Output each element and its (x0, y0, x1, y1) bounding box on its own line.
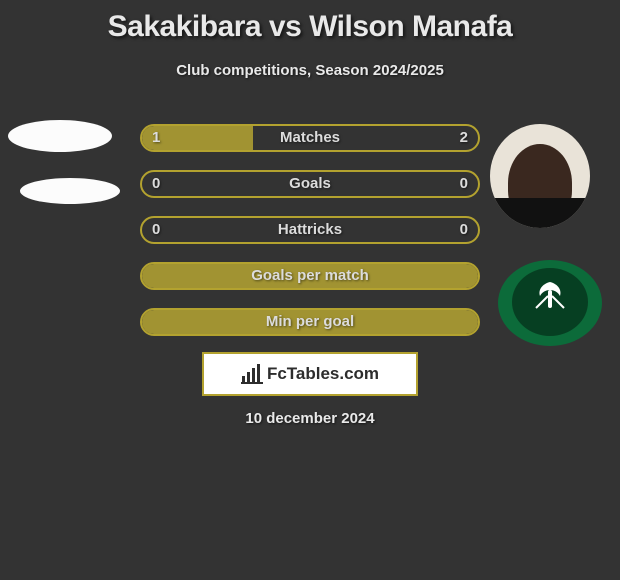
row-label: Min per goal (142, 310, 478, 334)
bar-chart-icon (241, 364, 263, 384)
player-2-club-badge (498, 260, 602, 346)
date-text: 10 december 2024 (0, 410, 620, 427)
player-2-photo (490, 124, 590, 228)
row-label: Goals per match (142, 264, 478, 288)
comparison-row: Min per goal (140, 308, 480, 336)
comparison-row: 1Matches2 (140, 124, 480, 152)
row-label: Hattricks (142, 218, 478, 242)
player-1-photo-placeholder (8, 120, 112, 152)
comparison-row: 0Goals0 (140, 170, 480, 198)
comparison-rows: 1Matches20Goals00Hattricks0Goals per mat… (140, 124, 480, 354)
comparison-row: 0Hattricks0 (140, 216, 480, 244)
player-1-club-badge-placeholder (20, 178, 120, 204)
watermark-box: FcTables.com (202, 352, 418, 396)
palm-swords-icon (528, 276, 572, 320)
row-label: Goals (142, 172, 478, 196)
page-title: Sakakibara vs Wilson Manafa (0, 0, 620, 44)
comparison-row: Goals per match (140, 262, 480, 290)
row-label: Matches (142, 126, 478, 150)
row-right-value: 2 (460, 126, 468, 150)
row-right-value: 0 (460, 218, 468, 242)
page-subtitle: Club competitions, Season 2024/2025 (0, 62, 620, 79)
row-right-value: 0 (460, 172, 468, 196)
watermark-text: FcTables.com (267, 364, 379, 384)
